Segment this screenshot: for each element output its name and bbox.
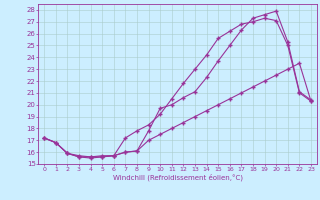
X-axis label: Windchill (Refroidissement éolien,°C): Windchill (Refroidissement éolien,°C) [113,173,243,181]
